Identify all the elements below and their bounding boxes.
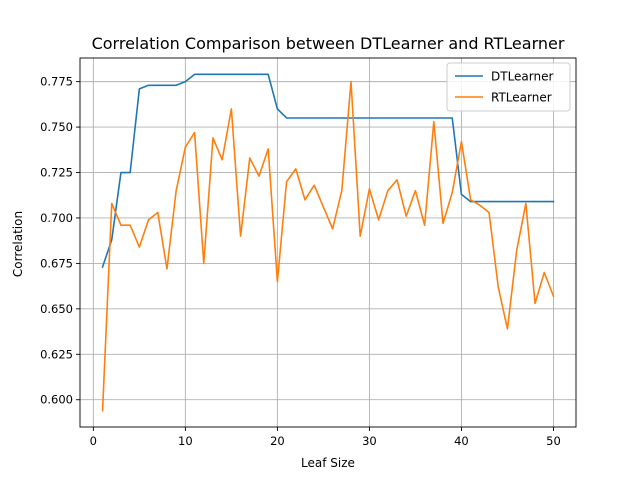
- legend-label-rtlearner: RTLearner: [491, 91, 552, 105]
- y-tick-label: 0.750: [40, 120, 73, 134]
- x-tick-label: 30: [362, 434, 377, 448]
- legend-label-dtlearner: DTLearner: [491, 70, 553, 84]
- y-tick-label: 0.600: [40, 393, 73, 407]
- axis-ticks: 0 10 20 30 40 50 0.600 0.625 0.650 0.675 0.700 0.72…: [40, 75, 561, 448]
- y-tick-label: 0.675: [40, 256, 73, 270]
- chart-title: Correlation Comparison between DTLearner…: [92, 34, 565, 53]
- x-tick-label: 0: [90, 434, 97, 448]
- series-lines: [101, 73, 555, 412]
- y-tick-label: 0.625: [40, 347, 73, 361]
- plot-frame: [79, 57, 577, 428]
- x-tick-label: 10: [178, 434, 193, 448]
- x-tick-label: 50: [546, 434, 561, 448]
- x-tick-label: 40: [454, 434, 469, 448]
- legend-box: [446, 62, 571, 112]
- y-tick-label: 0.775: [40, 75, 73, 89]
- y-tick-label: 0.650: [40, 302, 73, 316]
- x-tick-label: 20: [270, 434, 285, 448]
- x-axis-label: Leaf Size: [301, 456, 355, 470]
- y-tick-label: 0.700: [40, 211, 73, 225]
- series-line-dtlearner: [101, 73, 555, 269]
- y-axis-label: Correlation: [11, 211, 25, 277]
- y-tick-label: 0.725: [40, 166, 73, 180]
- series-line-rtlearner: [101, 80, 555, 412]
- legend: DTLearner RTLearner: [446, 62, 571, 112]
